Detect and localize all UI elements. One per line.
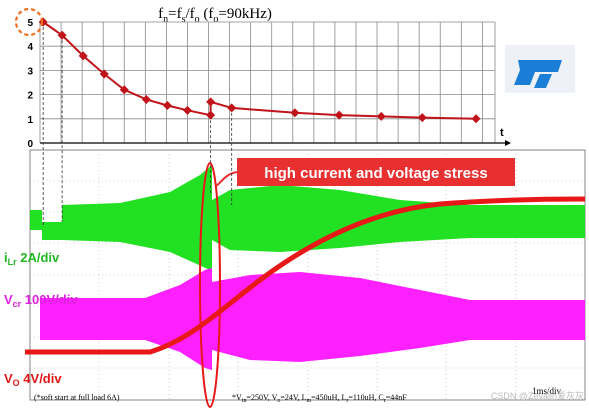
marker (227, 103, 237, 113)
vo-wave (25, 196, 586, 355)
cond-part: m (307, 398, 312, 404)
time-div: 1ms/div (532, 386, 562, 396)
marker (119, 85, 129, 95)
marker (206, 97, 216, 107)
label-part: V (4, 292, 13, 307)
label-part: 2A/div (17, 250, 60, 265)
cond-part: *V (232, 393, 242, 402)
cond-part: r (384, 398, 386, 404)
cond-part: =110uH, C (348, 393, 383, 402)
ilr-wave-b (212, 185, 585, 252)
marker (57, 30, 67, 40)
title-part: o (195, 14, 200, 25)
marker (471, 114, 481, 124)
marker (162, 100, 172, 110)
marker (206, 110, 216, 120)
y-tick-label: 0 (27, 139, 33, 150)
highlight-circle (14, 7, 44, 37)
label-part: Lr (8, 257, 17, 267)
label-part: V (4, 371, 13, 386)
vcr-label: Vcr 100V/div (4, 292, 78, 309)
scope: high current and voltage stress iLr 2A/d… (4, 149, 586, 408)
label-part: cr (13, 299, 22, 309)
title-part: f (158, 6, 163, 22)
title-part: o (213, 14, 218, 25)
ilr-label: iLr 2A/div (4, 250, 60, 267)
y-tick-label: 2 (27, 91, 33, 102)
annotation-box (237, 158, 515, 186)
marker (334, 110, 344, 120)
marker (182, 105, 192, 115)
footnote: (*soft start at full load 6A) (34, 393, 120, 402)
cond-part: in (242, 398, 247, 404)
y-tick-label: 5 (27, 18, 33, 29)
x-axis-arrow (505, 140, 511, 146)
cond-part: o (277, 398, 280, 404)
label-part: 100V/div (21, 292, 78, 307)
title-part: =f (168, 6, 181, 22)
y-tick-label: 3 (27, 66, 33, 77)
label-part: 4V/div (20, 371, 63, 386)
label-part: i (4, 250, 8, 265)
annotation-connector (215, 171, 238, 187)
marker (141, 94, 151, 104)
ilr-wave-a (30, 165, 212, 285)
stress-ellipse (199, 162, 221, 408)
series-line (42, 21, 477, 120)
marker (290, 108, 300, 118)
marker (417, 113, 427, 123)
annotation: high current and voltage stress (264, 165, 487, 182)
y-tick-label: 4 (27, 42, 33, 53)
conditions: *Vin=250V, Vo=24V, Lm=450uH, Lr=110uH, C… (232, 393, 407, 404)
title-part: =90kHz) (218, 6, 271, 22)
cond-part: =250V, V (246, 393, 277, 402)
marker (78, 51, 88, 61)
title-part: s (182, 14, 186, 25)
title-part: /f (186, 6, 195, 22)
title-part: n (163, 14, 168, 25)
y-tick-label: 1 (27, 115, 33, 126)
cond-part: =450uH, L (311, 393, 346, 402)
plot: 0 1 2 3 4 5 t (14, 7, 511, 225)
title-part: (f (200, 6, 214, 22)
marker (376, 111, 386, 121)
vcr-wave-b (212, 272, 585, 362)
vo-label: VO 4V/div (4, 371, 62, 388)
chart-title: fn=fs/fo (fo=90kHz) (158, 6, 272, 25)
label-part: O (13, 378, 20, 388)
marker (99, 69, 109, 79)
x-axis-label: t (500, 127, 504, 139)
watermark: CSDN @Zevalin爱灰灰 (491, 390, 584, 401)
cond-part: r (346, 398, 348, 404)
st-logo (505, 45, 575, 93)
cond-part: =44nF (386, 393, 408, 402)
cond-part: =24V, L (280, 393, 306, 402)
